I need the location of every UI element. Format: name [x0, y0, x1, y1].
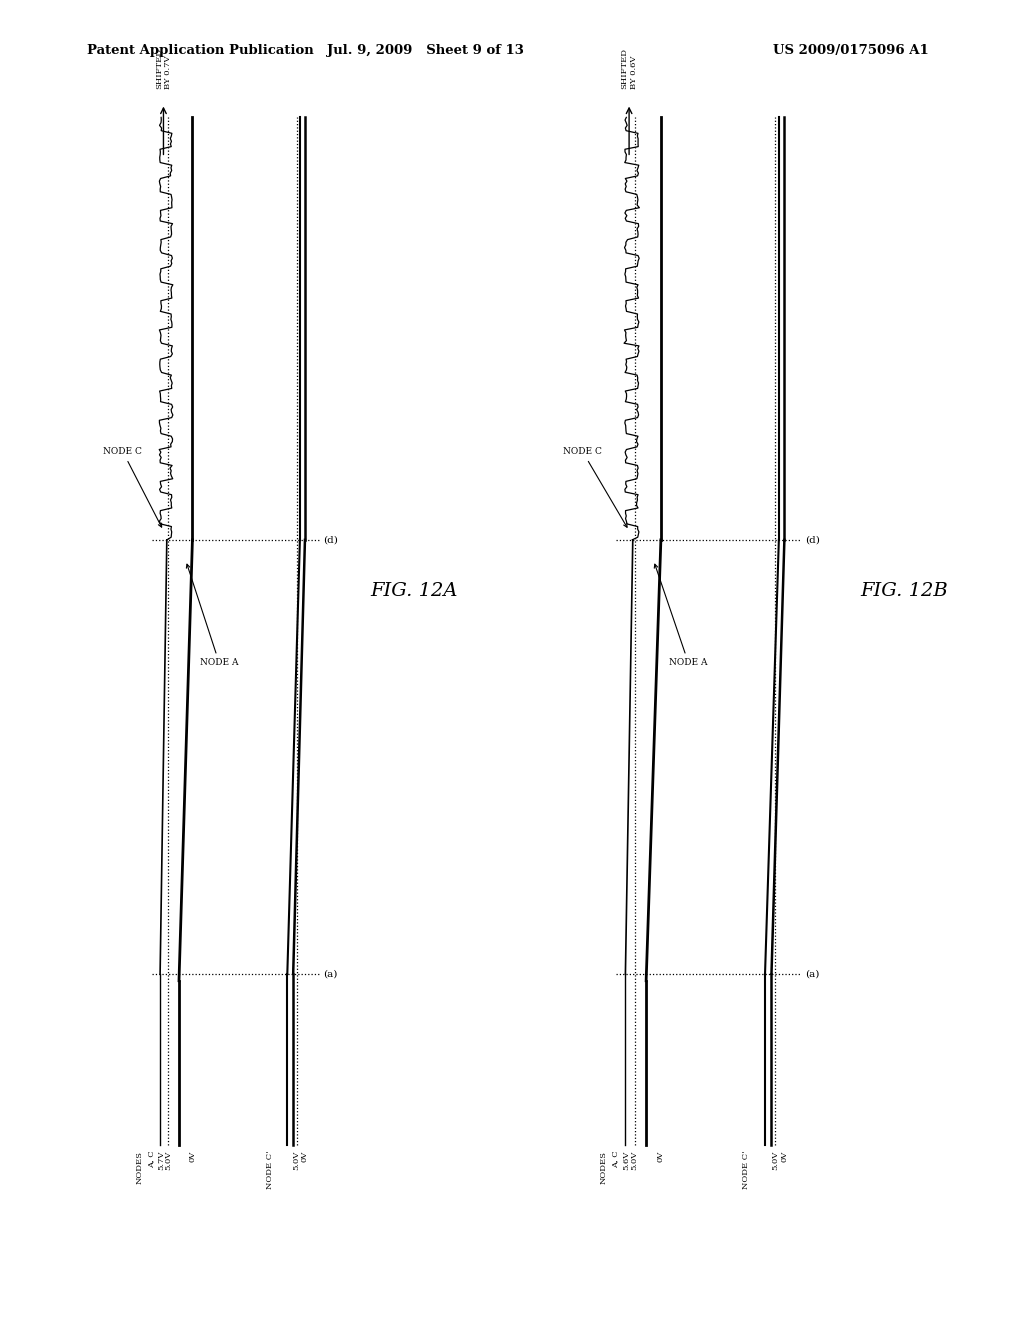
Text: A, C: A, C	[611, 1151, 620, 1168]
Text: (d): (d)	[805, 536, 819, 544]
Text: NODE C: NODE C	[103, 447, 162, 527]
Text: (a): (a)	[324, 969, 338, 978]
Text: A, C: A, C	[146, 1151, 155, 1168]
Text: SHIFTED
BY 0.6V: SHIFTED BY 0.6V	[621, 48, 638, 88]
Text: NODE C: NODE C	[563, 447, 627, 527]
Text: NODE C': NODE C'	[265, 1151, 273, 1189]
Text: 5.0V: 5.0V	[165, 1151, 172, 1170]
Text: NODE A: NODE A	[654, 564, 708, 668]
Text: FIG. 12B: FIG. 12B	[860, 582, 948, 601]
Text: 0V: 0V	[188, 1151, 197, 1162]
Text: US 2009/0175096 A1: US 2009/0175096 A1	[773, 44, 929, 57]
Text: NODE C': NODE C'	[741, 1151, 750, 1189]
Text: 5.6V: 5.6V	[623, 1151, 631, 1170]
Text: 5.0V: 5.0V	[771, 1151, 779, 1170]
Text: (a): (a)	[805, 969, 819, 978]
Text: 0V: 0V	[301, 1151, 309, 1162]
Text: NODES: NODES	[136, 1151, 144, 1184]
Text: 5.0V: 5.0V	[293, 1151, 301, 1170]
Text: 0V: 0V	[780, 1151, 788, 1162]
Text: NODE A: NODE A	[186, 564, 239, 668]
Text: 0V: 0V	[656, 1151, 665, 1162]
Text: FIG. 12A: FIG. 12A	[371, 582, 458, 601]
Text: Jul. 9, 2009   Sheet 9 of 13: Jul. 9, 2009 Sheet 9 of 13	[327, 44, 523, 57]
Text: SHIFTED
BY 0.7V: SHIFTED BY 0.7V	[155, 48, 172, 88]
Text: NODES: NODES	[599, 1151, 607, 1184]
Text: (d): (d)	[324, 536, 338, 544]
Text: Patent Application Publication: Patent Application Publication	[87, 44, 313, 57]
Text: 5.0V: 5.0V	[631, 1151, 639, 1170]
Text: 5.7V: 5.7V	[157, 1151, 165, 1170]
